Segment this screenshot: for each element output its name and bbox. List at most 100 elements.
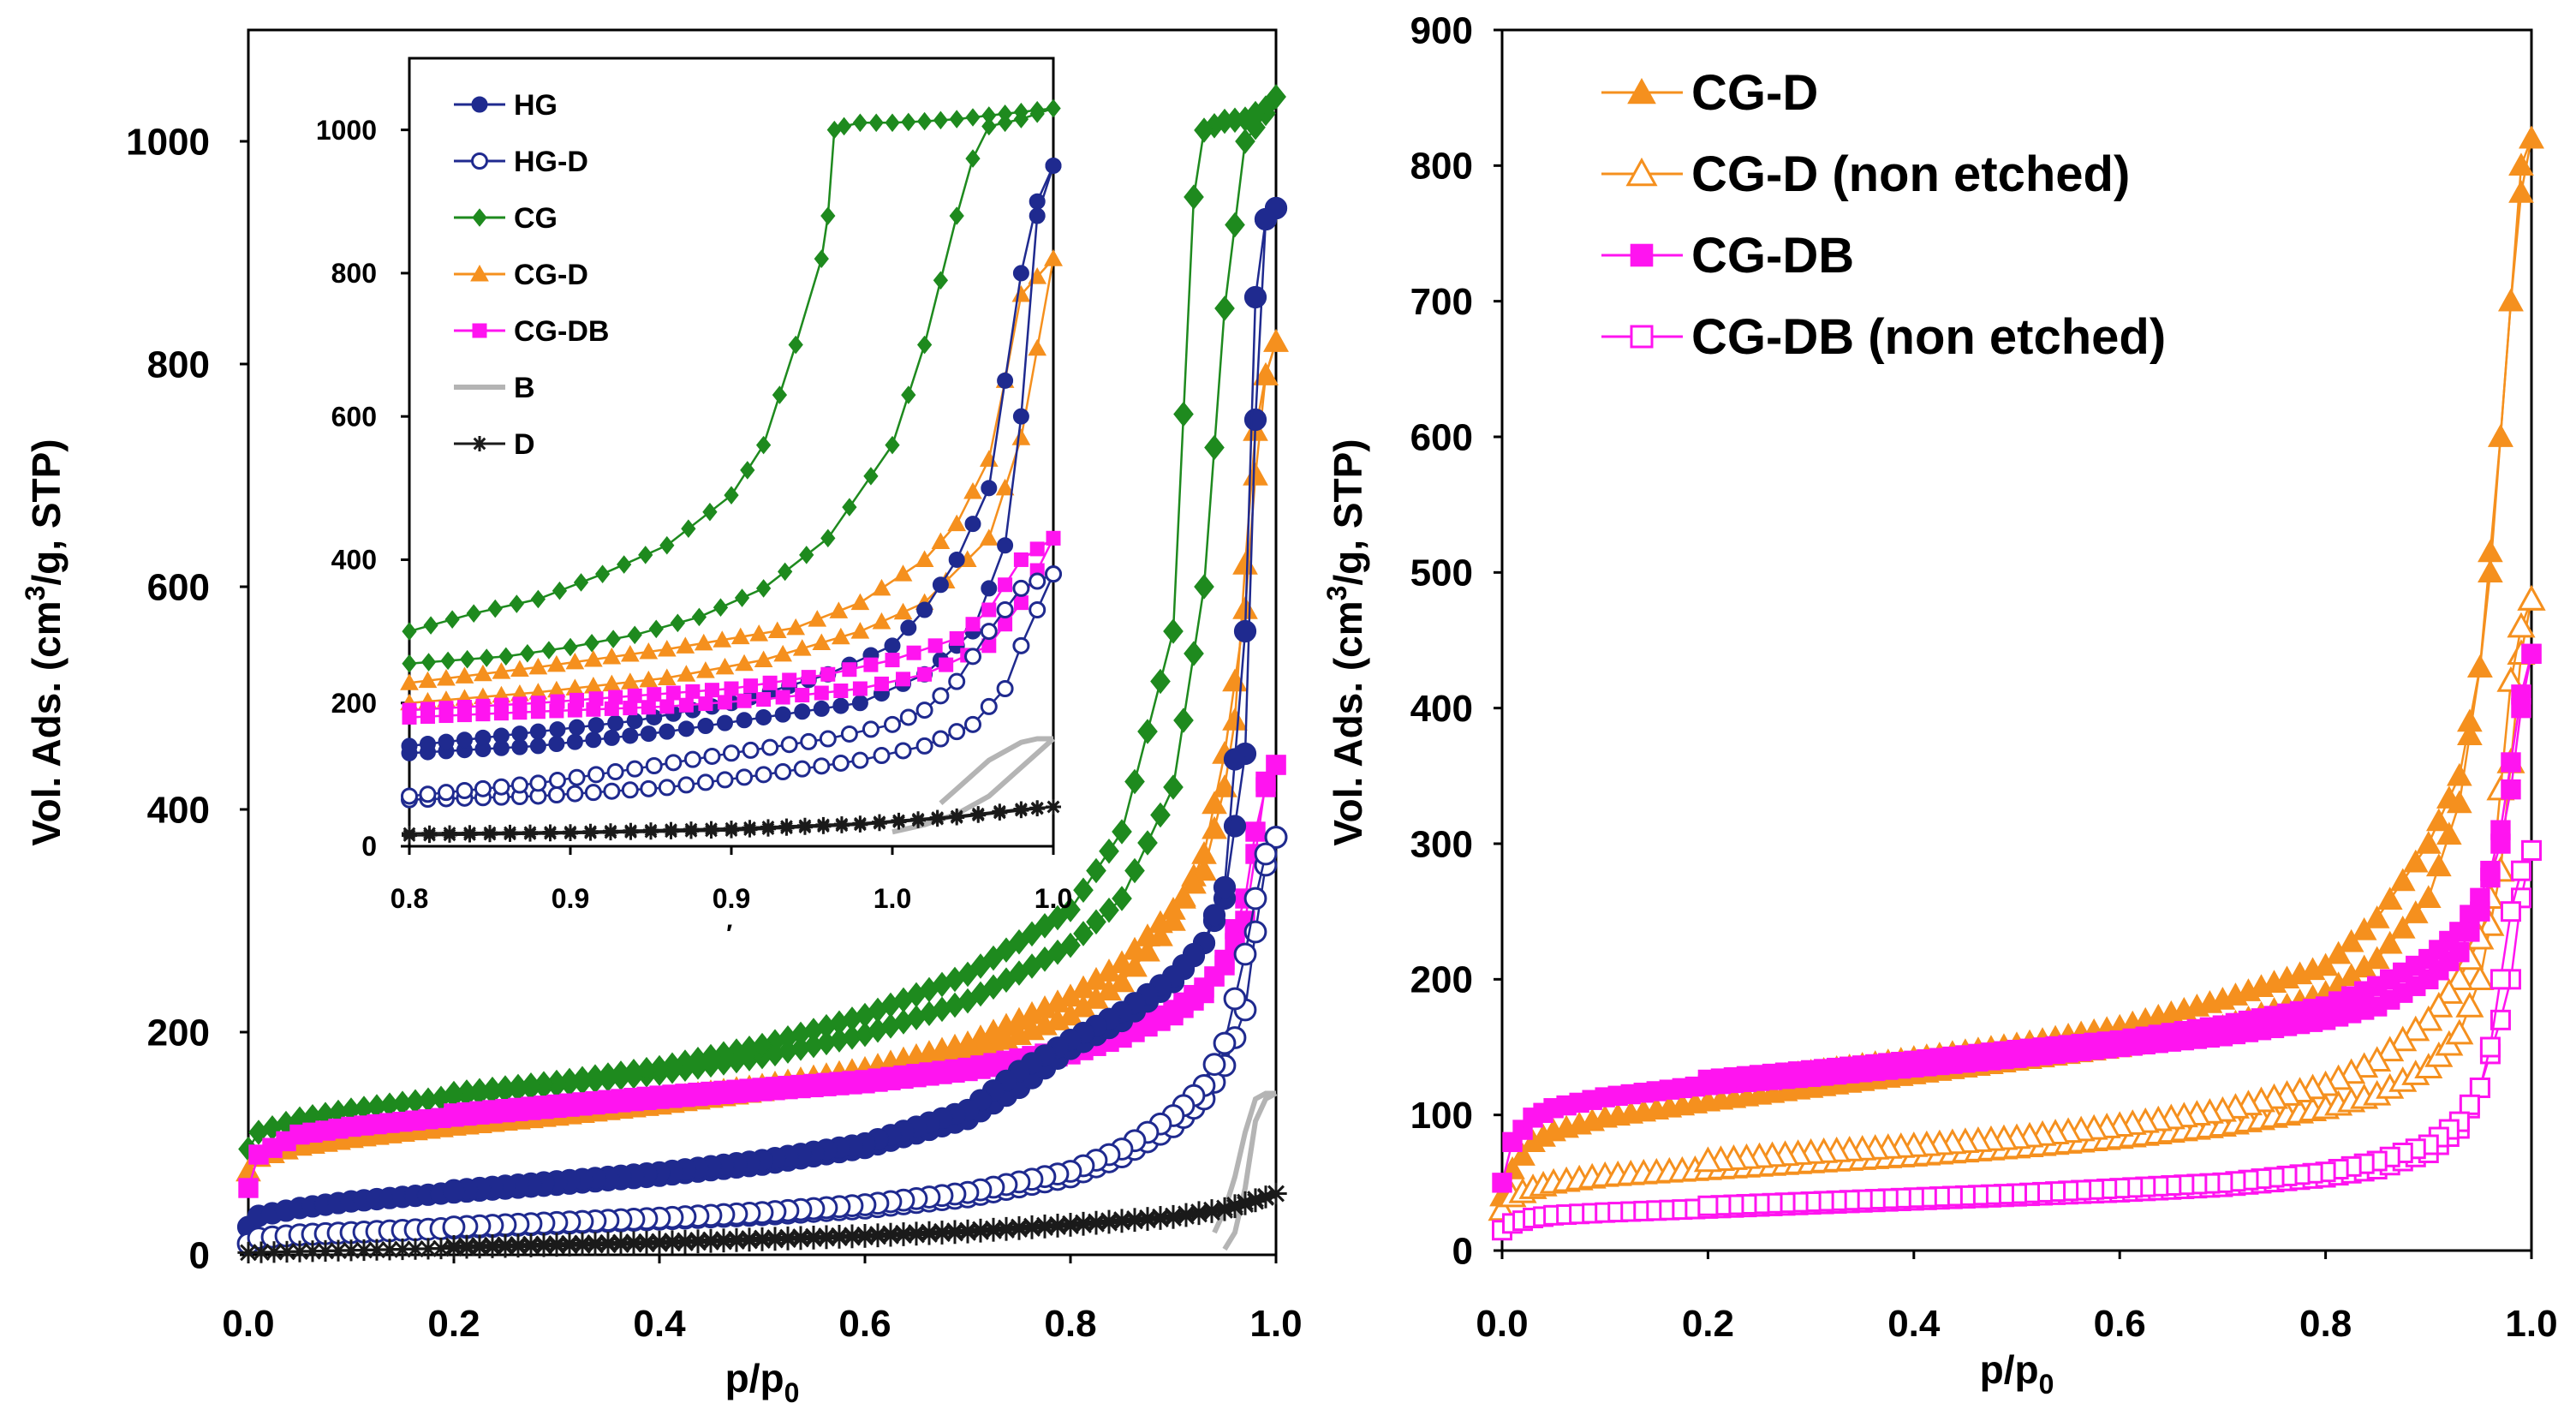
data-point	[1013, 102, 1029, 122]
legend-label: D	[514, 428, 535, 461]
data-point	[640, 725, 657, 743]
data-point	[2478, 559, 2503, 583]
data-point	[788, 335, 803, 355]
right-y-ticks: 0 100 200 300 400 500 600 700 800 900	[1410, 9, 1502, 1272]
data-point	[541, 641, 557, 660]
data-point	[730, 627, 750, 645]
y-tick-label: 300	[1410, 823, 1473, 865]
data-point	[981, 480, 998, 497]
series-b	[1212, 1090, 1278, 1251]
inset-legend: HG HG-D CG CG-D CG-DB BD	[454, 89, 609, 461]
data-point	[1222, 668, 1248, 692]
y-tick-label: 400	[1410, 688, 1473, 730]
data-point	[479, 648, 494, 667]
data-point	[455, 666, 474, 684]
data-point	[420, 702, 435, 717]
data-point	[2480, 860, 2501, 881]
legend-marker	[1630, 243, 1654, 267]
right-x-ticks: 0.0 0.2 0.4 0.6 0.8 1.0	[1476, 1251, 2558, 1345]
data-point	[906, 645, 921, 660]
data-point	[772, 385, 788, 404]
data-point	[863, 467, 879, 486]
data-point	[301, 1240, 324, 1263]
data-point	[487, 599, 503, 618]
series-d	[402, 799, 1061, 844]
data-point	[444, 1103, 464, 1124]
data-point	[915, 550, 934, 567]
data-point	[456, 782, 474, 800]
x-tick-label: 0.0	[1476, 1303, 1528, 1345]
data-point	[1029, 800, 1046, 816]
data-point	[662, 1052, 683, 1078]
data-point	[2510, 860, 2531, 881]
data-point	[510, 776, 528, 794]
left-series	[236, 84, 1289, 1263]
data-point	[981, 116, 997, 136]
data-point	[2519, 125, 2544, 149]
data-point	[238, 1178, 259, 1198]
data-point	[2467, 654, 2493, 678]
series-hg-d	[236, 826, 1288, 1256]
data-point	[1029, 572, 1046, 590]
data-point	[767, 621, 787, 638]
data-point	[1112, 886, 1132, 911]
left-y-ticks: 0 200 400 600 800 1000	[126, 121, 248, 1276]
data-point	[603, 729, 620, 746]
data-point	[820, 528, 836, 548]
data-point	[717, 695, 732, 710]
data-point	[929, 809, 945, 826]
data-point	[547, 786, 565, 804]
data-point	[872, 612, 891, 630]
data-point	[996, 601, 1014, 618]
data-point	[2388, 1025, 2418, 1052]
series-d	[237, 1182, 1287, 1263]
data-point	[623, 701, 638, 716]
y-tick-label: 200	[331, 688, 377, 719]
data-point	[939, 657, 954, 672]
data-point	[466, 604, 481, 623]
data-point	[582, 823, 599, 839]
data-point	[826, 120, 842, 140]
data-point	[1086, 909, 1106, 935]
data-point	[828, 1224, 850, 1247]
data-point	[2501, 752, 2521, 773]
legend-label: CG	[514, 202, 558, 235]
data-point	[584, 633, 599, 653]
data-point	[774, 706, 791, 723]
data-point	[421, 825, 438, 841]
y-tick-label: 100	[1410, 1095, 1473, 1137]
data-point	[893, 602, 913, 620]
data-point	[2389, 868, 2416, 892]
data-point	[1137, 830, 1158, 856]
data-point	[2445, 1018, 2474, 1045]
data-point	[327, 1239, 349, 1262]
data-point	[933, 110, 949, 130]
data-point	[417, 1238, 439, 1260]
data-point	[852, 113, 868, 133]
data-point	[402, 654, 417, 673]
data-point	[676, 636, 695, 654]
data-point	[2460, 905, 2480, 925]
data-point	[949, 630, 964, 646]
data-point	[764, 1227, 786, 1249]
data-point	[584, 784, 602, 802]
data-point	[626, 760, 644, 778]
data-point	[1046, 799, 1061, 815]
data-point	[605, 630, 621, 648]
data-point	[444, 610, 460, 629]
data-point	[704, 683, 719, 698]
data-point	[611, 1060, 631, 1086]
data-point	[1096, 958, 1122, 982]
data-point	[1029, 541, 1045, 557]
data-point	[640, 779, 658, 797]
data-point	[587, 766, 605, 784]
right-y-axis-label: Vol. Ads. (cm3/g, STP)	[1321, 439, 1370, 845]
data-point	[852, 681, 868, 696]
data-point	[1011, 428, 1031, 445]
data-point	[1194, 574, 1214, 600]
data-point	[2507, 612, 2536, 638]
x-tick-label: 1.0	[2505, 1303, 2557, 1345]
data-point	[1163, 774, 1184, 800]
